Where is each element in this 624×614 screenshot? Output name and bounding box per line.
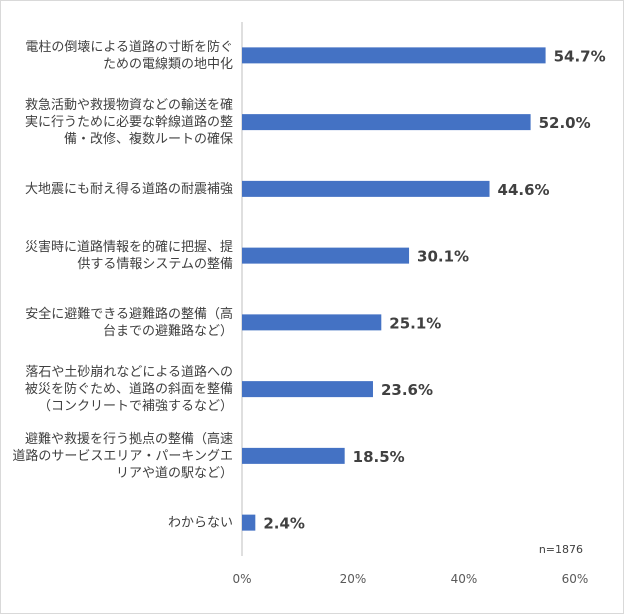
category-labels: 電柱の倒壊による道路の寸断を防ぐための電線類の地中化救急活動や救援物資などの輸送… <box>12 39 233 531</box>
bar <box>242 47 546 64</box>
value-labels: 54.7% 52.0% 44.6% 30.1% 25.1% 23.6% 18.5% 2.4% <box>263 47 605 532</box>
data-label: 30.1% <box>417 248 469 266</box>
category-label: 安全に避難できる避難路の整備（高台までの避難路など） <box>25 306 233 339</box>
data-label: 23.6% <box>381 381 433 399</box>
category-label-line: 実に行うために必要な幹線道路の整 <box>25 114 233 130</box>
category-label-line: 備・改修、複数ルートの確保 <box>64 131 233 147</box>
x-tick-label: 40% <box>451 572 478 586</box>
data-label: 52.0% <box>539 114 591 132</box>
x-tick-label: 0% <box>232 572 251 586</box>
bar <box>242 314 382 331</box>
category-label-line: 大地震にも耐え得る道路の耐震補強 <box>25 181 233 197</box>
bar <box>242 114 531 131</box>
x-tick-labels: 0% 20% 40% 60% <box>232 572 588 586</box>
bar <box>242 514 256 531</box>
category-label-line: 台までの避難路など） <box>103 323 233 339</box>
category-label: 避難や救援を行う拠点の整備（高速道路のサービスエリア・パーキングエリアや道の駅な… <box>12 431 233 481</box>
x-tick-label: 60% <box>562 572 589 586</box>
category-label-line: 安全に避難できる避難路の整備（高 <box>25 306 233 322</box>
category-label-line: （コンクリートで補強するなど） <box>38 399 233 414</box>
data-label: 54.7% <box>554 47 606 65</box>
bars <box>242 47 546 531</box>
category-label: わからない <box>168 516 233 531</box>
x-tick-label: 20% <box>340 572 367 586</box>
category-label-line: リアや道の駅など） <box>116 466 233 481</box>
category-label: 大地震にも耐え得る道路の耐震補強 <box>25 181 233 197</box>
category-label-line: 電柱の倒壊による道路の寸断を防ぐ <box>25 39 233 55</box>
bar <box>242 447 345 464</box>
category-label-line: 供する情報システムの整備 <box>77 256 233 272</box>
category-label-line: 避難や救援を行う拠点の整備（高速 <box>25 431 233 447</box>
bar <box>242 381 373 398</box>
category-label: 電柱の倒壊による道路の寸断を防ぐための電線類の地中化 <box>25 39 233 72</box>
category-label-line: ための電線類の地中化 <box>103 56 233 72</box>
bar <box>242 180 490 197</box>
category-label: 災害時に道路情報を的確に把握、提供する情報システムの整備 <box>25 239 233 272</box>
category-label-line: 災害時に道路情報を的確に把握、提 <box>25 239 233 255</box>
category-label-line: 落石や土砂崩れなどによる道路への <box>25 364 233 380</box>
bar <box>242 247 410 264</box>
data-label: 18.5% <box>353 448 405 466</box>
data-label: 44.6% <box>498 181 550 199</box>
category-label-line: 被災を防ぐため、道路の斜面を整備 <box>25 381 233 397</box>
data-label: 25.1% <box>389 314 441 332</box>
category-label-line: わからない <box>168 516 233 531</box>
sample-size-note: n=1876 <box>539 543 583 556</box>
category-label-line: 救急活動や救援物資などの輸送を確 <box>25 97 233 113</box>
category-label: 落石や土砂崩れなどによる道路への被災を防ぐため、道路の斜面を整備 （コンクリートで… <box>25 364 233 414</box>
category-label: 救急活動や救援物資などの輸送を確実に行うために必要な幹線道路の整備・改修、複数ル… <box>25 97 233 147</box>
data-label: 2.4% <box>263 515 305 533</box>
category-label-line: 道路のサービスエリア・パーキングエ <box>12 448 233 464</box>
